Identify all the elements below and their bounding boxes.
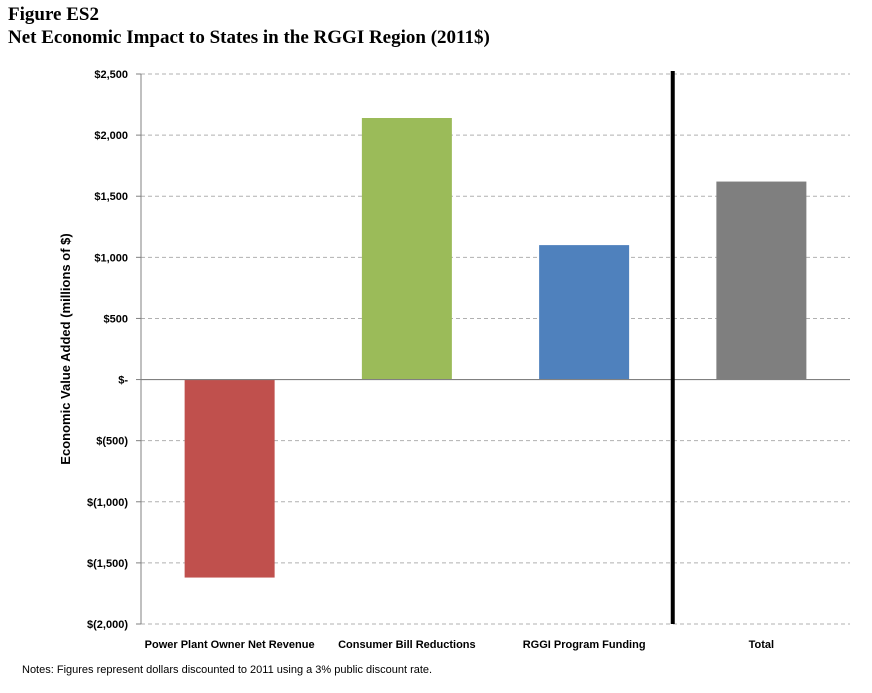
y-tick-label: $1,500 (94, 191, 128, 203)
y-tick-label: $2,000 (94, 130, 128, 142)
bar-total (716, 181, 807, 380)
axes (136, 71, 850, 625)
y-tick-label: $- (118, 375, 128, 387)
y-tick-label: $(1,500) (87, 558, 128, 570)
figure-label: Figure ES2 (8, 4, 99, 25)
x-category-label: Consumer Bill Reductions (338, 639, 476, 651)
y-tick-label: $(1,000) (87, 497, 128, 509)
category-labels: Power Plant Owner Net Revenue Consumer Bi… (145, 639, 774, 651)
bar-chart: $2,500 $2,000 $1,500 $1,000 $500 $- $(500) $(1,… (58, 69, 850, 651)
x-category-label: RGGI Program Funding (523, 639, 646, 651)
x-category-label: Total (749, 639, 774, 651)
y-tick-label: $2,500 (94, 69, 128, 81)
bars (184, 118, 807, 578)
y-tick-label: $500 (104, 313, 128, 325)
y-axis-label: Economic Value Added (millions of $) (58, 233, 73, 464)
y-tick-labels: $2,500 $2,000 $1,500 $1,000 $500 $- $(500) $(1,… (87, 69, 128, 631)
x-category-label: Power Plant Owner Net Revenue (145, 639, 315, 651)
chart-title: Net Economic Impact to States in the RGG… (8, 27, 490, 48)
bar-rggi-program-funding (539, 245, 630, 380)
bar-power-plant-owner-net-revenue (184, 379, 275, 578)
y-tick-label: $(2,000) (87, 619, 128, 631)
y-tick-label: $1,000 (94, 252, 128, 264)
chart-notes: Notes: Figures represent dollars discoun… (22, 664, 433, 676)
bar-consumer-bill-reductions (361, 118, 452, 380)
y-tick-label: $(500) (96, 436, 128, 448)
